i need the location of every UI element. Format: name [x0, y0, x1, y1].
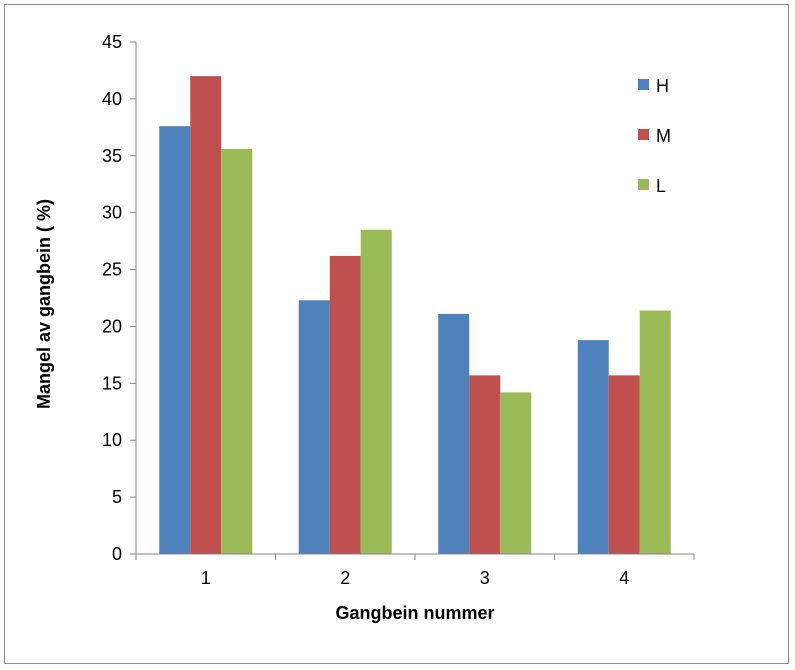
x-axis-title: Gangbein nummer [335, 603, 494, 623]
bar-L-1 [221, 148, 253, 554]
y-tick-label: 30 [102, 203, 122, 223]
y-tick-label: 5 [112, 487, 122, 507]
x-tick-label: 1 [201, 568, 211, 588]
legend-label-H: H [656, 76, 669, 96]
y-tick-label: 0 [112, 544, 122, 564]
legend-swatch-L [638, 179, 649, 190]
bar-H-4 [577, 340, 609, 554]
bar-H-1 [159, 126, 191, 554]
y-tick-label: 25 [102, 260, 122, 280]
legend-label-M: M [656, 126, 671, 146]
bar-M-1 [190, 76, 222, 554]
legend-label-L: L [656, 176, 666, 196]
y-tick-label: 45 [102, 32, 122, 52]
y-tick-label: 20 [102, 316, 122, 336]
bar-H-2 [298, 300, 330, 554]
bar-L-3 [500, 392, 532, 554]
legend: H M L [638, 76, 671, 196]
y-axis-title: Mangel av gangbein ( %) [34, 199, 54, 409]
bar-M-2 [329, 255, 361, 554]
bar-L-4 [639, 310, 671, 554]
bars-group [159, 76, 671, 554]
x-ticks-group: 1 2 3 4 [135, 554, 695, 588]
bar-H-3 [438, 313, 470, 554]
legend-swatch-M [638, 129, 649, 140]
bar-L-2 [360, 229, 392, 554]
y-tick-label: 10 [102, 430, 122, 450]
y-tick-label: 15 [102, 373, 122, 393]
x-tick-label: 2 [340, 568, 350, 588]
bar-M-3 [469, 375, 501, 554]
x-tick-label: 3 [480, 568, 490, 588]
y-tick-label: 35 [102, 146, 122, 166]
y-tick-label: 40 [102, 89, 122, 109]
legend-swatch-H [638, 79, 649, 90]
x-tick-label: 4 [619, 568, 629, 588]
bar-M-4 [608, 375, 640, 554]
y-ticks-group: 0 5 10 15 20 25 30 35 40 45 [102, 32, 136, 564]
